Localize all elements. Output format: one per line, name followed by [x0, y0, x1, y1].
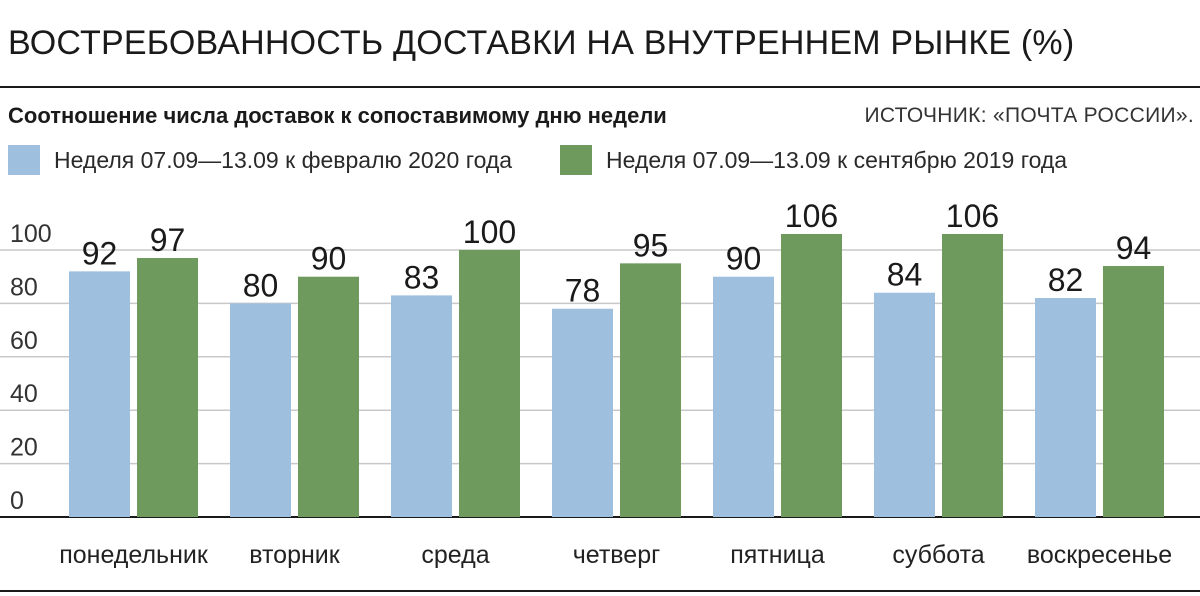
chart-subtitle: Соотношение числа доставок к сопоставимо… — [8, 103, 667, 128]
bar-4-series-0 — [713, 276, 774, 517]
chart-title: ВОСТРЕБОВАННОСТЬ ДОСТАВКИ НА ВНУТРЕННЕМ … — [8, 24, 1075, 62]
bar-layer — [69, 233, 1164, 518]
bar-5-series-0 — [874, 292, 935, 517]
category-label-3: четверг — [573, 541, 660, 569]
bar-1-series-1 — [298, 276, 359, 517]
value-label-0-series-0: 92 — [82, 235, 118, 271]
value-label-2-series-0: 83 — [404, 259, 440, 295]
category-label-2: среда — [421, 541, 489, 569]
legend-swatch-feb2020 — [8, 145, 40, 175]
bar-5-series-1 — [942, 233, 1003, 518]
category-label-4: пятница — [730, 541, 825, 569]
title-rule — [0, 86, 1200, 88]
legend-item-feb2020: Неделя 07.09—13.09 к февралю 2020 года — [8, 145, 512, 175]
y-tick-100: 100 — [10, 220, 52, 248]
bar-0-series-1 — [137, 258, 198, 517]
value-label-6-series-0: 82 — [1048, 262, 1084, 298]
legend-label-feb2020: Неделя 07.09—13.09 к февралю 2020 года — [54, 146, 513, 173]
bar-4-series-1 — [781, 233, 842, 518]
value-label-3-series-1: 95 — [633, 227, 669, 263]
value-label-2-series-1: 100 — [463, 214, 516, 250]
y-tick-40: 40 — [10, 380, 38, 408]
bar-6-series-1 — [1103, 266, 1164, 517]
legend-label-sep2019: Неделя 07.09—13.09 к сентябрю 2019 года — [606, 146, 1068, 173]
value-label-1-series-1: 90 — [311, 241, 347, 277]
category-label-0: понедельник — [59, 541, 209, 569]
value-label-4-series-0: 90 — [726, 241, 762, 277]
value-label-3-series-0: 78 — [565, 273, 601, 309]
value-label-1-series-0: 80 — [243, 267, 279, 303]
value-label-5-series-0: 84 — [887, 257, 923, 293]
value-label-5-series-1: 106 — [946, 198, 999, 234]
bar-2-series-0 — [391, 295, 452, 517]
bar-1-series-0 — [230, 303, 291, 517]
category-label-1: вторник — [249, 541, 340, 569]
y-tick-80: 80 — [10, 273, 38, 301]
legend-item-sep2019: Неделя 07.09—13.09 к сентябрю 2019 года — [560, 145, 1067, 175]
value-label-6-series-1: 94 — [1116, 230, 1152, 266]
bar-3-series-0 — [552, 308, 613, 517]
chart-source: ИСТОЧНИК: «ПОЧТА РОССИИ». — [864, 104, 1194, 127]
y-tick-60: 60 — [10, 327, 38, 355]
bar-2-series-1 — [459, 250, 520, 517]
y-tick-20: 20 — [10, 434, 38, 462]
legend: Неделя 07.09—13.09 к февралю 2020 года Н… — [0, 145, 1200, 179]
y-tick-0: 0 — [10, 487, 24, 515]
category-label-5: суббота — [892, 541, 984, 569]
bar-6-series-0 — [1035, 298, 1096, 517]
value-label-4-series-1: 106 — [785, 198, 838, 234]
bar-0-series-0 — [69, 271, 130, 517]
bar-3-series-1 — [620, 263, 681, 517]
label-layer: 0 20 40 60 80 100 92 97 понедельник 80 90 вторник 83… — [10, 198, 1172, 569]
bottom-rule — [0, 590, 1200, 592]
value-label-0-series-1: 97 — [150, 222, 186, 258]
category-label-6: воскресенье — [1027, 541, 1172, 569]
legend-swatch-sep2019 — [560, 145, 592, 175]
